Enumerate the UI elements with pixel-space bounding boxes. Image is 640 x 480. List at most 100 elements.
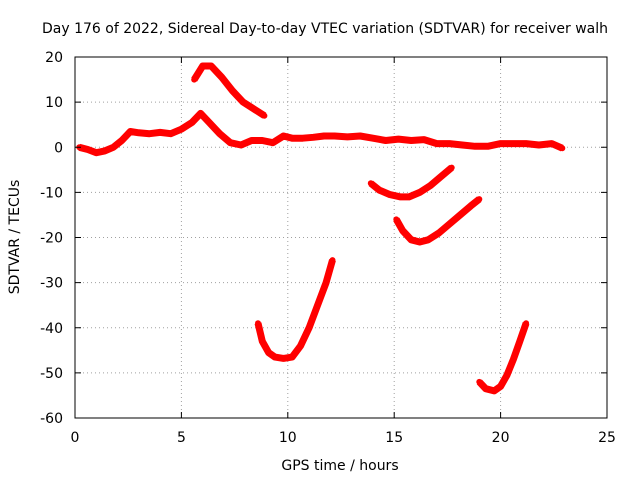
data-point [289,354,296,361]
data-point [416,189,423,196]
data-point [491,387,498,394]
data-point [406,193,413,200]
data-point [84,146,91,153]
data-point [118,137,125,144]
data-point [329,257,336,264]
data-point [101,147,108,154]
data-point [427,182,434,189]
data-point [476,378,483,385]
data-point [446,221,453,227]
data-point [459,142,466,148]
data-point [297,342,304,349]
data-point [206,119,213,126]
data-point [435,230,442,236]
data-point [127,128,134,135]
data-point [433,140,440,147]
x-axis-label: GPS time / hours [281,458,398,474]
data-point [382,137,389,144]
data-point [399,227,406,234]
data-point [265,349,272,356]
data-point [484,143,491,150]
data-point [357,133,364,139]
data-point [208,63,215,69]
data-point [167,130,174,137]
y-tick-label: -10 [40,185,63,201]
data-point [331,133,338,139]
data-point [395,136,402,143]
data-point [250,105,257,112]
series-arc-4 [393,196,482,246]
data-point [299,135,306,142]
data-point [110,144,117,151]
data-point [135,129,142,136]
data-point [535,142,542,148]
data-point [218,74,225,81]
data-point [482,385,489,392]
data-point [259,137,266,144]
data-point [457,211,464,218]
data-point [369,135,376,142]
data-point [510,140,517,147]
data-point [238,142,244,148]
data-point [344,133,351,140]
data-point [472,143,479,150]
y-axis-label: SDTVAR / TECUs [7,180,23,295]
data-point [523,320,530,327]
data-point [259,338,266,345]
y-tick-label: -50 [40,366,63,382]
data-point [386,191,393,198]
data-point [497,140,504,147]
data-point [516,338,523,345]
x-tick-label: 0 [71,430,80,446]
y-tick-label: 0 [54,140,63,156]
y-tick-label: -60 [40,411,63,427]
x-tick-label: 25 [598,430,616,446]
data-point [240,99,247,106]
x-tick-label: 5 [177,430,186,446]
data-point [157,129,164,136]
data-point [446,140,453,147]
data-point [523,140,530,147]
x-tick-label: 20 [492,430,510,446]
data-point [197,110,204,117]
data-point [272,354,278,361]
data-point [306,324,313,331]
data-point [323,279,330,286]
grid [75,57,607,418]
data-point [216,130,223,137]
x-tick-label: 10 [279,430,297,446]
data-point [248,137,255,144]
data-point [229,87,236,94]
data-point [448,164,455,171]
x-tick-label: 15 [385,430,403,446]
data-point [93,149,100,156]
y-tick-label: -20 [40,231,63,247]
data-point [199,63,206,69]
data-point [421,136,427,143]
data-point [467,202,474,209]
data-point [227,139,234,146]
data-point [408,137,415,144]
y-tick-label: 10 [45,95,63,111]
data-point [146,130,153,137]
data-point [321,133,327,139]
data-point [367,180,374,187]
data-point [408,236,415,243]
data-point [289,135,296,142]
y-tick-label: -40 [40,321,63,337]
data-point [559,145,566,152]
data-point [189,119,195,126]
data-point [397,193,404,200]
data-point [310,134,317,141]
data-point [280,133,287,139]
y-tick-label: -30 [40,276,63,292]
series-group [76,62,566,395]
data-point [548,140,555,147]
data-point [416,239,423,245]
data-point [425,236,432,243]
chart-title: Day 176 of 2022, Sidereal Day-to-day VTE… [42,21,608,37]
series-arc-2 [254,259,336,362]
data-point [178,126,185,133]
data-point [261,112,268,119]
